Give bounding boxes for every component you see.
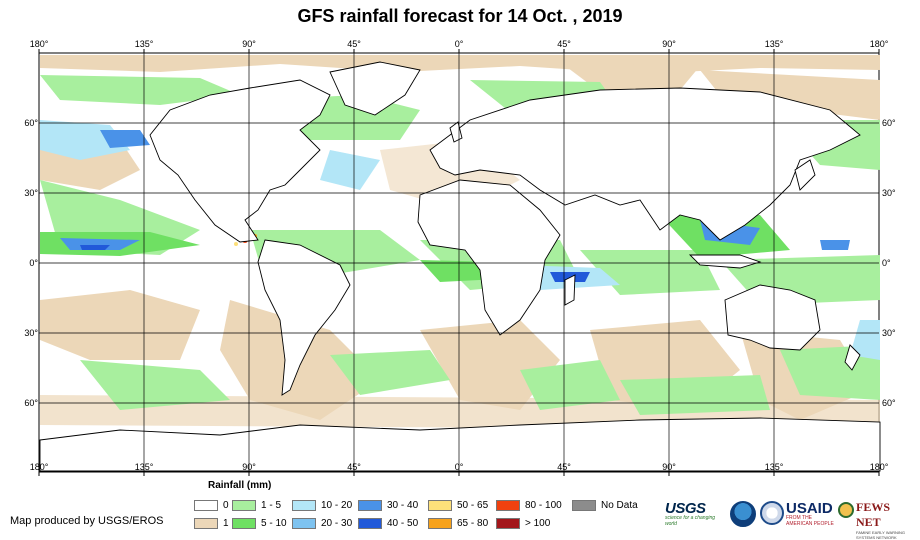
legend-swatch xyxy=(428,499,452,511)
legend-swatch xyxy=(232,517,256,529)
lon-label-top: 45° xyxy=(557,39,571,49)
legend-item: > 100 xyxy=(496,517,550,529)
legend-item: 10 - 20 xyxy=(292,499,352,511)
lon-label-top: 135° xyxy=(134,39,154,49)
legend-item: 30 - 40 xyxy=(358,499,418,511)
lat-label-right: 30° xyxy=(882,328,896,338)
legend-item: 1 xyxy=(194,517,229,529)
legend-item: No Data xyxy=(572,499,638,511)
eurasia xyxy=(429,87,861,241)
lon-label-top: 0° xyxy=(454,39,464,49)
japan xyxy=(794,159,816,191)
legend-label: 50 - 65 xyxy=(457,499,489,511)
legend-label: 65 - 80 xyxy=(457,517,489,529)
legend-swatch xyxy=(292,517,316,529)
legend-item: 65 - 80 xyxy=(428,517,488,529)
lat-label-left: 60° xyxy=(24,118,38,128)
lon-label-bottom: 45° xyxy=(347,462,361,472)
lat-label-right: 60° xyxy=(882,398,896,408)
lon-label-bottom: 45° xyxy=(557,462,571,472)
australia xyxy=(724,284,821,351)
lat-label-left: 60° xyxy=(24,398,38,408)
lat-label-left: 30° xyxy=(24,328,38,338)
legend-swatch xyxy=(292,499,316,511)
lat-label-right: 30° xyxy=(882,188,896,198)
legend-label: No Data xyxy=(601,499,638,511)
legend-label: 30 - 40 xyxy=(387,499,419,511)
legend-label: 5 - 10 xyxy=(261,517,287,529)
fews-net-logo: FEWS NET FAMINE EARLY WARNING SYSTEMS NE… xyxy=(838,500,914,540)
map-title: GFS rainfall forecast for 14 Oct. , 2019 xyxy=(297,6,623,26)
legend-label: > 100 xyxy=(525,517,551,529)
greenland xyxy=(329,61,421,116)
legend-title: Rainfall (mm) xyxy=(208,480,272,491)
legend-item: 20 - 30 xyxy=(292,517,352,529)
lon-label-bottom: 180° xyxy=(29,462,49,472)
madagascar xyxy=(564,274,576,306)
legend-item: 80 - 100 xyxy=(496,499,562,511)
continents xyxy=(39,61,881,472)
usaid-tagline: FROM THE AMERICAN PEOPLE xyxy=(786,515,834,527)
legend-swatch xyxy=(428,517,452,529)
fews-net-logo-text: FEWS NET xyxy=(856,500,891,529)
legend-label: 10 - 20 xyxy=(321,499,353,511)
legend-label: 80 - 100 xyxy=(525,499,562,511)
lat-label-left: 0° xyxy=(29,258,38,268)
lat-label-right: 0° xyxy=(882,258,891,268)
noaa-logo-icon xyxy=(730,501,756,527)
legend-swatch xyxy=(194,517,218,529)
legend-swatch xyxy=(358,499,382,511)
north-america xyxy=(149,79,331,243)
south-america xyxy=(257,239,351,396)
usgs-logo-text: USGS xyxy=(665,500,706,517)
usgs-logo: USGS science for a changing world xyxy=(665,500,727,530)
legend-swatch xyxy=(572,499,596,511)
legend-item: 0 xyxy=(194,499,229,511)
legend-item: 50 - 65 xyxy=(428,499,488,511)
lat-label-left: 30° xyxy=(24,188,38,198)
graticule xyxy=(39,53,879,472)
legend-swatch xyxy=(232,499,256,511)
lon-label-bottom: 135° xyxy=(134,462,154,472)
lon-label-bottom: 90° xyxy=(242,462,256,472)
legend-swatch xyxy=(194,499,218,511)
government-seal-icon xyxy=(760,501,784,525)
legend-swatch xyxy=(496,517,520,529)
frame-ticks xyxy=(38,49,880,476)
legend-label: 20 - 30 xyxy=(321,517,353,529)
fews-net-tagline: FAMINE EARLY WARNING SYSTEMS NETWORK xyxy=(856,530,906,540)
legend-item: 5 - 10 xyxy=(232,517,287,529)
legend-item: 1 - 5 xyxy=(232,499,281,511)
usgs-tagline: science for a changing world xyxy=(665,515,716,527)
lon-label-bottom: 0° xyxy=(454,462,464,472)
fews-net-emblem-icon xyxy=(838,502,854,518)
legend-label: 1 xyxy=(223,517,229,529)
lon-label-top: 180° xyxy=(29,39,49,49)
legend-item: 40 - 50 xyxy=(358,517,418,529)
lon-label-top: 45° xyxy=(347,39,361,49)
lon-label-bottom: 180° xyxy=(869,462,889,472)
legend-swatch xyxy=(358,517,382,529)
lon-label-bottom: 90° xyxy=(662,462,676,472)
legend-swatch xyxy=(496,499,520,511)
lon-label-top: 90° xyxy=(662,39,676,49)
legend-label: 0 xyxy=(223,499,229,511)
lon-label-top: 90° xyxy=(242,39,256,49)
usaid-logo-text: USAID xyxy=(786,500,833,517)
antarctica xyxy=(39,417,881,472)
new-zealand xyxy=(844,344,861,371)
lon-label-bottom: 135° xyxy=(764,462,784,472)
legend-label: 1 - 5 xyxy=(261,499,282,511)
credit-text: Map produced by USGS/EROS xyxy=(10,515,164,527)
usaid-logo: USAID FROM THE AMERICAN PEOPLE xyxy=(786,500,836,530)
lat-label-right: 60° xyxy=(882,118,896,128)
legend-label: 40 - 50 xyxy=(387,517,419,529)
lon-label-top: 180° xyxy=(869,39,889,49)
lon-label-top: 135° xyxy=(764,39,784,49)
